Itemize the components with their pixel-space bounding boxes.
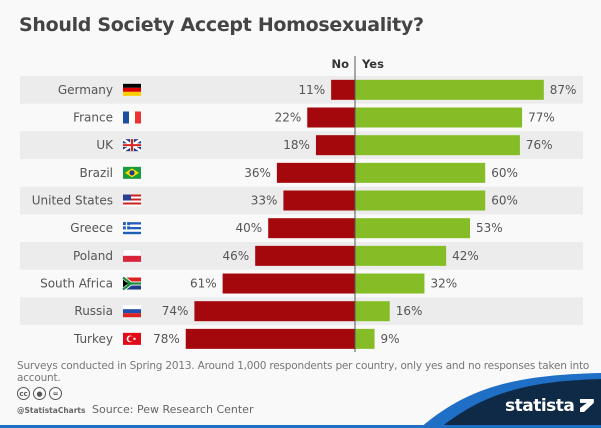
no-bar	[307, 107, 355, 128]
yes-value-label: 60%	[491, 194, 518, 208]
legend-yes: Yes	[361, 57, 384, 71]
chart-title: Should Society Accept Homosexuality?	[19, 14, 424, 36]
cc-icon: cc	[17, 387, 30, 400]
no-value-label: 18%	[283, 138, 310, 152]
source-text: Source: Pew Research Center	[92, 403, 254, 416]
yes-value-label: 32%	[430, 277, 457, 291]
by-icon: ●	[33, 387, 46, 400]
country-label: Greece	[70, 221, 113, 235]
chart: No Yes Germany 11% 87% France 22% 77% UK 18% 76% Br…	[20, 56, 583, 352]
twitter-handle: @StatistaCharts	[17, 406, 86, 415]
yes-bar	[355, 245, 447, 266]
survey-note: Surveys conducted in Spring 2013. Around…	[17, 360, 590, 384]
no-bar	[185, 328, 355, 349]
license-icons: cc ● =	[17, 387, 62, 400]
no-value-label: 78%	[153, 332, 180, 346]
country-label: Brazil	[80, 166, 114, 180]
statista-logo[interactable]: statista	[505, 396, 594, 416]
no-bar	[331, 79, 355, 100]
yes-value-label: 87%	[550, 83, 577, 97]
yes-bar	[355, 79, 544, 100]
statista-logo-icon	[579, 399, 594, 412]
yes-value-label: 77%	[528, 111, 555, 125]
no-bar	[276, 162, 355, 183]
no-value-label: 74%	[162, 304, 189, 318]
country-label: Turkey	[73, 332, 113, 346]
yes-value-label: 16%	[396, 304, 423, 318]
no-bar	[315, 135, 355, 156]
no-value-label: 11%	[298, 83, 325, 97]
country-label: Poland	[73, 249, 113, 263]
turkey-flag-icon	[123, 332, 141, 345]
russia-flag-icon	[123, 305, 141, 318]
brazil-flag-icon	[123, 166, 141, 179]
country-label: France	[73, 111, 113, 125]
yes-value-label: 53%	[476, 221, 503, 235]
yes-bar	[355, 107, 523, 128]
us-flag-icon	[123, 194, 141, 207]
legend-no: No	[331, 57, 349, 71]
uk-flag-icon	[122, 138, 142, 153]
no-value-label: 22%	[275, 111, 302, 125]
nd-icon: =	[49, 387, 62, 400]
country-label: Germany	[58, 83, 113, 97]
yes-value-label: 76%	[526, 138, 553, 152]
south-africa-flag-icon	[121, 275, 141, 292]
poland-flag-icon	[122, 249, 142, 262]
no-bar	[268, 218, 355, 239]
yes-bar	[355, 135, 520, 156]
no-value-label: 46%	[223, 249, 250, 263]
france-flag-icon	[123, 111, 141, 124]
no-bar	[194, 301, 355, 322]
yes-bar	[355, 218, 471, 239]
country-label: UK	[96, 138, 114, 152]
greece-flag-icon	[123, 222, 141, 235]
brand-text: statista	[505, 396, 575, 416]
no-value-label: 33%	[251, 194, 278, 208]
yes-bar	[355, 328, 375, 349]
yes-value-label: 60%	[491, 166, 518, 180]
yes-bar	[355, 190, 486, 211]
no-bar	[283, 190, 355, 211]
no-bar	[222, 273, 355, 294]
yes-value-label: 42%	[452, 249, 479, 263]
yes-bar	[355, 273, 425, 294]
country-label: Russia	[74, 304, 113, 318]
germany-flag-icon	[123, 83, 141, 96]
yes-value-label: 9%	[381, 332, 400, 346]
yes-bar	[355, 162, 486, 183]
yes-bar	[355, 301, 390, 322]
no-value-label: 61%	[190, 277, 217, 291]
country-label: South Africa	[40, 277, 113, 291]
no-value-label: 36%	[244, 166, 271, 180]
no-bar	[255, 245, 355, 266]
country-label: United States	[32, 194, 113, 208]
no-value-label: 40%	[236, 221, 263, 235]
